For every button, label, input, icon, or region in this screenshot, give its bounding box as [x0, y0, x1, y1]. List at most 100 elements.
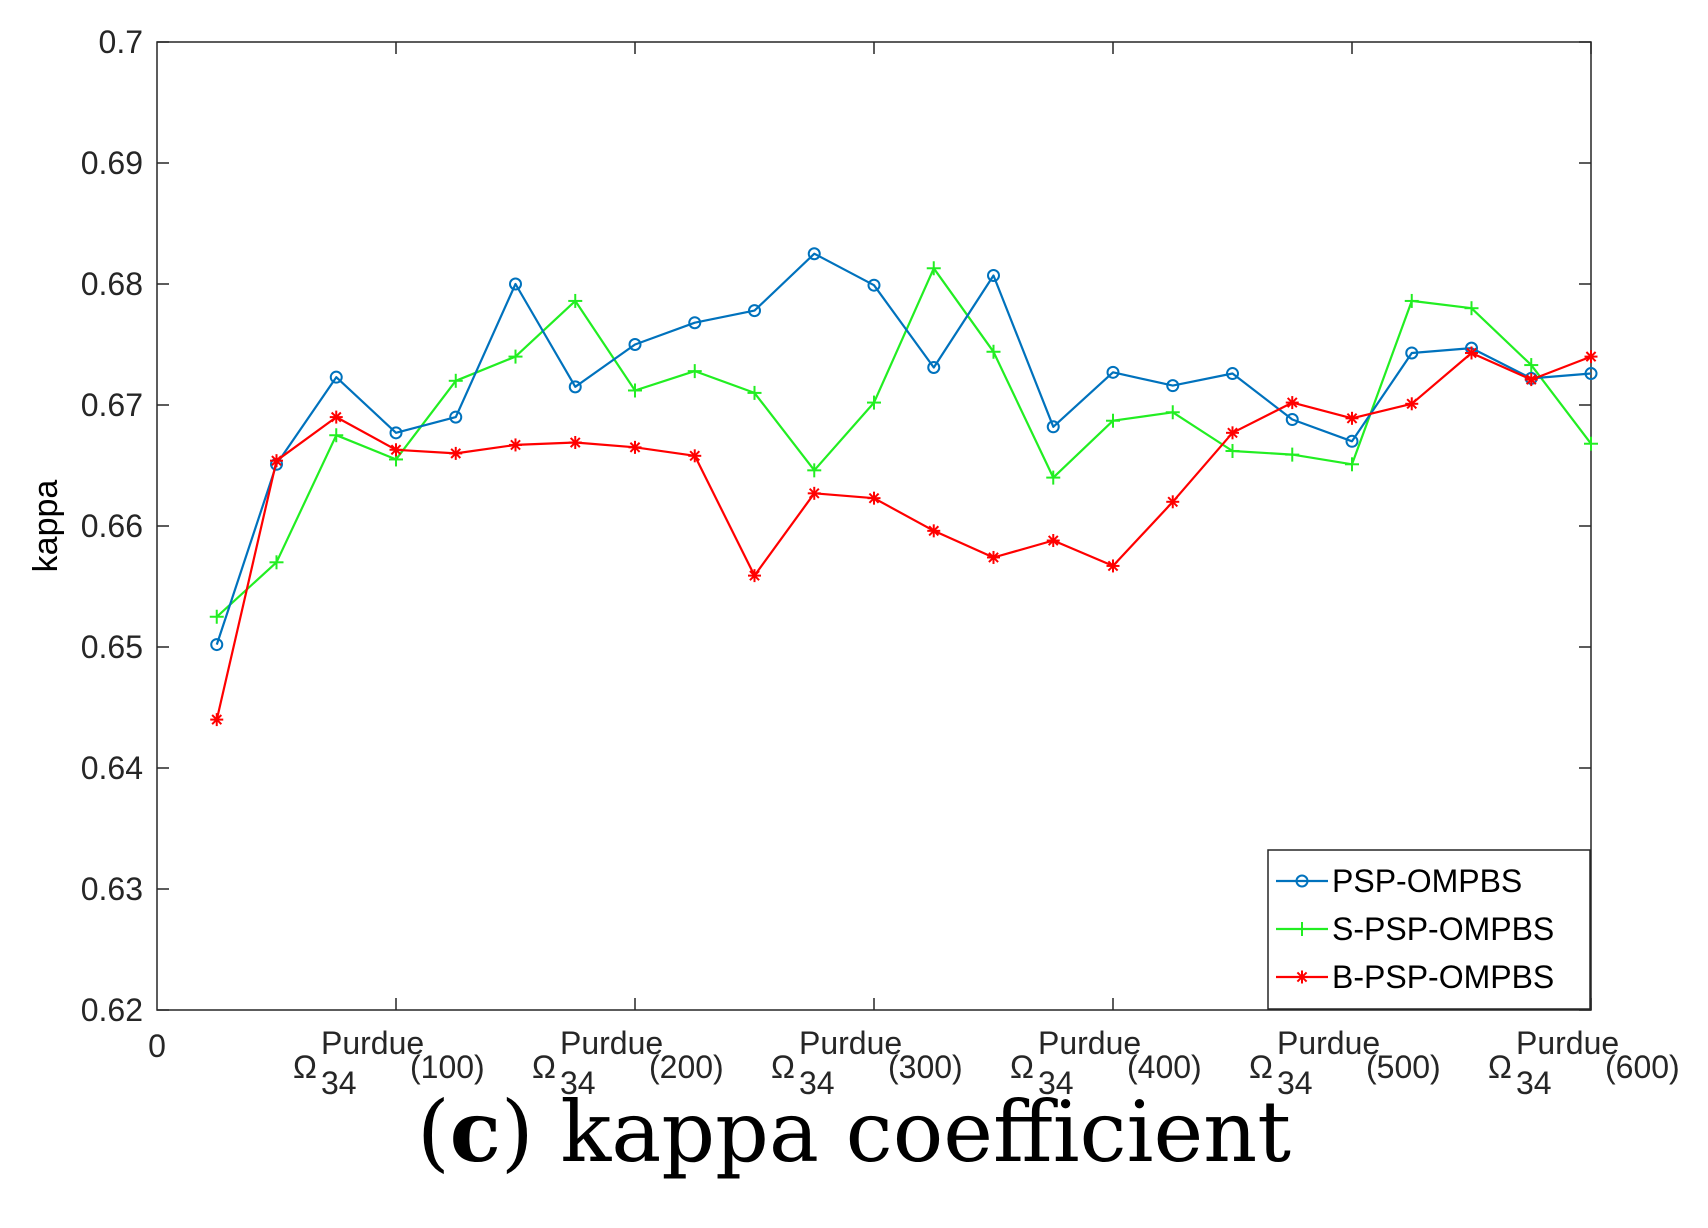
y-tick-label: 0.65 — [81, 629, 143, 665]
asterisk-marker — [688, 449, 702, 463]
asterisk-marker — [210, 713, 224, 727]
legend-item: S-PSP-OMPBS — [1276, 911, 1554, 947]
asterisk-marker — [1285, 396, 1299, 410]
plus-marker — [1285, 447, 1300, 462]
caption-letter: c — [449, 1082, 501, 1181]
x-tick-label-origin: 0 — [148, 1028, 166, 1064]
legend-label: S-PSP-OMPBS — [1332, 911, 1554, 947]
plus-marker — [807, 463, 822, 478]
asterisk-marker — [927, 524, 941, 538]
asterisk-marker — [1584, 350, 1598, 364]
circle-marker — [449, 410, 463, 424]
circle-marker — [748, 304, 761, 318]
y-tick-label: 0.67 — [81, 387, 143, 423]
circle-marker — [867, 278, 881, 292]
y-tick-label: 0.68 — [81, 266, 143, 302]
x-tick-label-sub: 34 — [1277, 1065, 1313, 1101]
asterisk-marker — [1226, 426, 1239, 440]
x-tick-label-base: Ω — [1010, 1049, 1034, 1085]
plus-marker — [1046, 470, 1061, 485]
x-tick-label-sub: 34 — [321, 1065, 357, 1101]
asterisk-marker — [867, 491, 881, 505]
x-tick-label-sub: 34 — [1516, 1065, 1552, 1101]
figure-caption: (c) kappa coefficient — [0, 1090, 1708, 1175]
asterisk-marker — [1106, 559, 1120, 573]
series-S-PSP-OMPBS — [209, 261, 1598, 624]
x-tick-label-sup: Purdue — [799, 1025, 902, 1061]
circle-marker — [927, 360, 941, 374]
circle-marker — [1295, 874, 1309, 888]
asterisk-marker — [748, 569, 761, 583]
series-line — [216, 267, 1592, 618]
y-tick-label: 0.7 — [99, 24, 143, 60]
asterisk-marker — [449, 446, 463, 460]
asterisk-marker — [987, 550, 1000, 564]
x-tick-label-arg: (600) — [1605, 1049, 1680, 1085]
asterisk-marker — [1046, 534, 1060, 548]
y-tick-label: 0.63 — [81, 871, 143, 907]
circle-marker — [807, 247, 821, 261]
plus-marker — [1464, 301, 1479, 316]
series-B-PSP-OMPBS — [210, 346, 1598, 727]
x-tick-label-sub: 34 — [560, 1065, 596, 1101]
caption-text: ) kappa coefficient — [500, 1083, 1292, 1181]
y-tick-label: 0.64 — [81, 750, 143, 786]
x-tick-label-sup: Purdue — [560, 1025, 663, 1061]
x-tick-label-arg: (400) — [1127, 1049, 1202, 1085]
y-tick-label: 0.62 — [81, 992, 143, 1028]
x-tick-label-base: Ω — [293, 1049, 317, 1085]
asterisk-marker — [1465, 346, 1478, 360]
asterisk-marker — [270, 454, 283, 468]
asterisk-marker — [1166, 495, 1180, 509]
asterisk-marker — [389, 443, 403, 457]
caption-open-paren: ( — [416, 1083, 450, 1181]
x-tick-label-arg: (200) — [649, 1049, 724, 1085]
asterisk-marker — [1295, 970, 1309, 984]
x-tick-label-arg: (100) — [410, 1049, 485, 1085]
circle-marker — [1226, 367, 1239, 381]
y-tick-label: 0.69 — [81, 145, 143, 181]
circle-marker — [1345, 434, 1359, 448]
legend-item: B-PSP-OMPBS — [1276, 959, 1554, 995]
plus-marker — [1295, 922, 1309, 936]
circle-marker — [1106, 365, 1120, 379]
asterisk-marker — [1524, 373, 1538, 387]
x-tick-label-sub: 34 — [1038, 1065, 1074, 1101]
asterisk-marker — [329, 410, 343, 424]
x-tick-label-base: Ω — [1249, 1049, 1273, 1085]
x-tick-label-base: Ω — [532, 1049, 556, 1085]
legend-label: PSP-OMPBS — [1332, 863, 1522, 899]
asterisk-marker — [807, 486, 821, 500]
circle-marker — [1166, 379, 1180, 393]
plus-marker — [1584, 436, 1598, 451]
x-tick-label-sup: Purdue — [1516, 1025, 1619, 1061]
series-PSP-OMPBS — [210, 247, 1598, 652]
plus-marker — [867, 395, 881, 410]
x-tick-label-base: Ω — [771, 1049, 795, 1085]
plus-marker — [1345, 457, 1359, 472]
series-line — [215, 252, 1592, 645]
legend-item: PSP-OMPBS — [1276, 863, 1522, 899]
plus-marker — [508, 349, 523, 364]
x-tick-label-base: Ω — [1488, 1049, 1512, 1085]
plus-marker — [986, 344, 1001, 359]
plus-marker — [1165, 405, 1180, 420]
circle-marker — [1046, 420, 1060, 434]
circle-marker — [1285, 413, 1299, 427]
circle-marker — [628, 338, 642, 351]
plus-marker — [269, 555, 284, 570]
series-line — [215, 351, 1592, 720]
plus-marker — [687, 364, 702, 379]
circle-marker — [987, 269, 1000, 283]
plus-marker — [329, 428, 344, 443]
asterisk-marker — [1345, 411, 1359, 425]
circle-marker — [329, 370, 343, 384]
x-tick-label-sup: Purdue — [321, 1025, 424, 1061]
x-tick-label-arg: (300) — [888, 1049, 963, 1085]
circle-marker — [389, 426, 403, 440]
